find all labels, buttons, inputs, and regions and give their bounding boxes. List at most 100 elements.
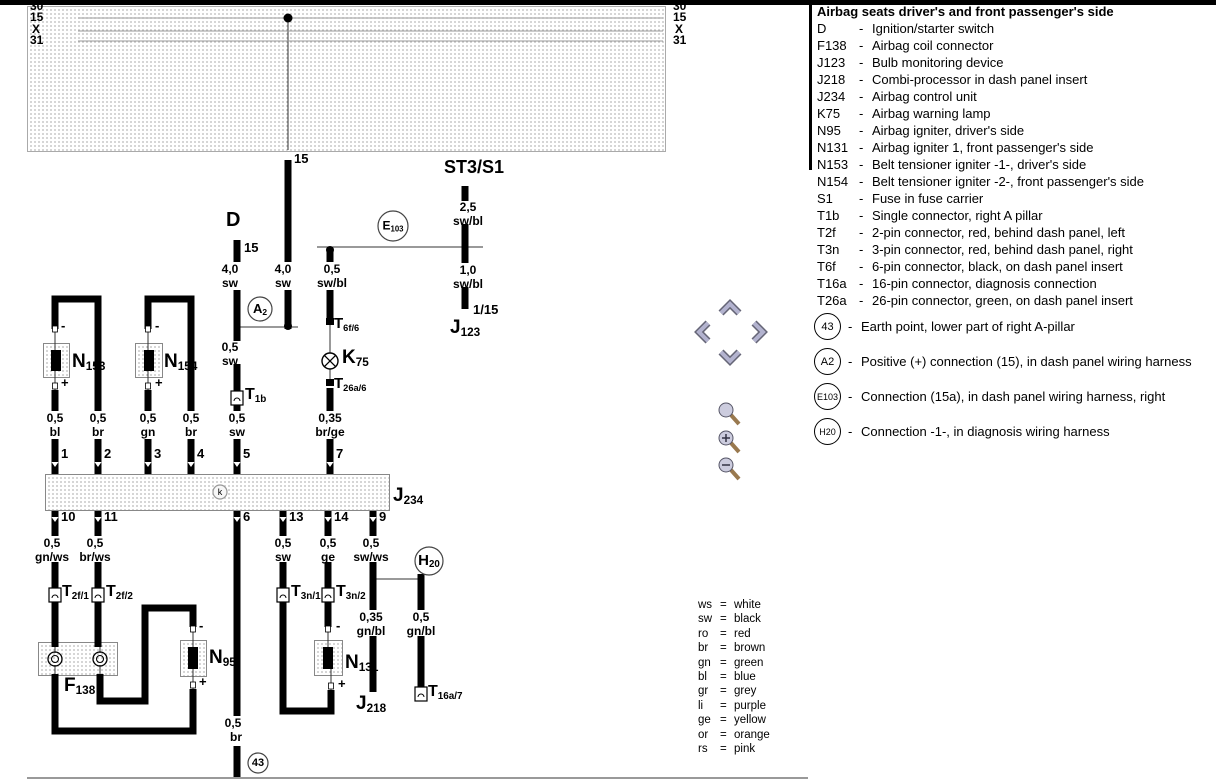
pin-arrow bbox=[51, 517, 59, 522]
wire-label: 14 bbox=[334, 509, 349, 524]
pan-right-icon[interactable] bbox=[751, 320, 768, 344]
wire-label: sw bbox=[274, 276, 292, 290]
pin-arrow bbox=[324, 517, 332, 522]
color-key-row: ro = red bbox=[698, 627, 751, 640]
junction-cap bbox=[284, 322, 292, 330]
wire-label: - bbox=[199, 618, 204, 633]
dash: - bbox=[859, 174, 864, 189]
wire-label: sw bbox=[274, 550, 292, 564]
legend-row: T26a -26-pin connector, green, on dash pa… bbox=[812, 292, 1216, 309]
component-id: T6f bbox=[817, 259, 836, 274]
wire bbox=[51, 295, 102, 411]
component-desc: 2-pin connector, red, behind dash panel,… bbox=[872, 225, 1125, 240]
legend-row: T6f -6-pin connector, black, on dash pane… bbox=[812, 258, 1216, 275]
terminal-mark bbox=[190, 681, 196, 689]
wire-label: br bbox=[230, 730, 242, 744]
wire-label: gn bbox=[140, 425, 156, 439]
wire-label: 10 bbox=[61, 509, 76, 524]
component-label-T3n/2: T3n/2 bbox=[336, 583, 366, 602]
legend-connection-row: A2- Positive (+) connection (15), in dash… bbox=[812, 344, 1216, 379]
component-label-N95: N95 bbox=[209, 647, 236, 670]
wire bbox=[51, 674, 197, 735]
wire-label: 31 bbox=[673, 33, 687, 47]
connector-arc bbox=[324, 594, 332, 599]
pan-up-icon[interactable] bbox=[718, 299, 742, 316]
terminal-mark bbox=[145, 382, 151, 390]
legend-connection-row: E103- Connection (15a), in dash panel wir… bbox=[812, 379, 1216, 414]
legend-row: T2f -2-pin connector, red, behind dash pa… bbox=[812, 224, 1216, 241]
wire-label: 0,5 bbox=[89, 411, 107, 425]
wire-label: 0,5 bbox=[274, 536, 292, 550]
wire-color-key: ws = white sw = black ro = red br = brown gn = green bl… bbox=[698, 598, 770, 756]
pin-arrow bbox=[326, 462, 334, 467]
component-label-F138: F138 bbox=[64, 675, 96, 698]
dash: - bbox=[859, 55, 864, 70]
legend-row: J234- Airbag control unit bbox=[812, 88, 1216, 105]
component-label-D: D bbox=[226, 209, 241, 231]
pan-left-icon[interactable] bbox=[694, 320, 711, 344]
wiring-diagram-pane: 30 15 X 31 30 15 X 31 15 15 4,0 sw 4,0 sw 0,5 sw/bl 2,5 s… bbox=[27, 0, 808, 779]
wire-label: 0,5 bbox=[43, 536, 61, 550]
wire-label: + bbox=[61, 375, 69, 390]
wire-label: 6 bbox=[243, 509, 251, 524]
component-label-N154: N154 bbox=[164, 351, 198, 374]
legend-connection-row: 43- Earth point, lower part of right A-pi… bbox=[812, 309, 1216, 344]
legend-panel: Airbag seats driver's and front passenge… bbox=[812, 0, 1216, 449]
pin-arrow bbox=[94, 462, 102, 467]
coil-symbol bbox=[50, 654, 60, 664]
pin-arrow bbox=[144, 462, 152, 467]
color-key-row: br = brown bbox=[698, 642, 766, 655]
legend-items: D - Ignition/starter switch F138- Airbag coi… bbox=[812, 20, 1216, 309]
wire-label: 4 bbox=[197, 446, 205, 461]
pan-down-icon[interactable] bbox=[718, 349, 742, 366]
wire-label: sw bbox=[221, 276, 239, 290]
zoom-out-icon[interactable] bbox=[718, 457, 741, 481]
component-id: D bbox=[817, 21, 827, 36]
wire-label: + bbox=[338, 676, 346, 691]
connection-desc: Positive (+) connection (15), in dash pa… bbox=[861, 354, 1192, 369]
component-desc: Airbag warning lamp bbox=[872, 106, 991, 121]
dash: - bbox=[859, 157, 864, 172]
igniter-element bbox=[144, 350, 154, 371]
wire-label: 5 bbox=[243, 446, 251, 461]
dash: - bbox=[859, 21, 864, 36]
legend-row: T1b - Single connector, right A pillar bbox=[812, 207, 1216, 224]
wire-label: 0,35 bbox=[359, 610, 383, 624]
wire-label: sw/bl bbox=[452, 214, 484, 228]
wire-label: X bbox=[32, 22, 41, 36]
component-desc: Single connector, right A pillar bbox=[872, 208, 1043, 223]
terminal-30-rail bbox=[0, 0, 1216, 5]
component-desc: Ignition/starter switch bbox=[872, 21, 995, 36]
terminal-mark bbox=[328, 682, 334, 690]
wire-label: 31 bbox=[30, 33, 44, 47]
component-id: T26a bbox=[817, 293, 847, 308]
wire-label: 7 bbox=[336, 446, 344, 461]
legend-row: K75 - Airbag warning lamp bbox=[812, 105, 1216, 122]
magnifier-icon[interactable] bbox=[718, 402, 741, 426]
legend-row: T16a -16-pin connector, diagnosis connect… bbox=[812, 275, 1216, 292]
connector-arc bbox=[279, 594, 287, 599]
color-key-row: sw = black bbox=[698, 613, 761, 626]
zoom-in-icon[interactable] bbox=[718, 430, 741, 454]
wire-label: X bbox=[675, 22, 684, 36]
component-id: N131 bbox=[817, 140, 849, 155]
color-key-row: gn = green bbox=[698, 656, 764, 669]
dash: - bbox=[859, 89, 864, 104]
dash: - bbox=[859, 191, 864, 206]
component-desc: Airbag igniter 1, front passenger's side bbox=[872, 140, 1094, 155]
component-id: T2f bbox=[817, 225, 836, 240]
dash: - bbox=[848, 319, 853, 334]
component-id: K75 bbox=[817, 106, 841, 121]
wire-label: 3 bbox=[154, 446, 162, 461]
component-label-T3n/1: T3n/1 bbox=[291, 583, 321, 602]
wire-label: sw/ws bbox=[353, 550, 389, 564]
wire-label: 15 bbox=[294, 151, 309, 166]
wire bbox=[144, 295, 195, 411]
component-id: N95 bbox=[817, 123, 841, 138]
wire-label: gn/ws bbox=[34, 550, 70, 564]
terminal-mark bbox=[325, 625, 331, 633]
wire-label: bl bbox=[49, 425, 61, 439]
legend-row: S1 - Fuse in fuse carrier bbox=[812, 190, 1216, 207]
dash: - bbox=[848, 354, 853, 369]
wire-label: 0,5 bbox=[182, 411, 200, 425]
